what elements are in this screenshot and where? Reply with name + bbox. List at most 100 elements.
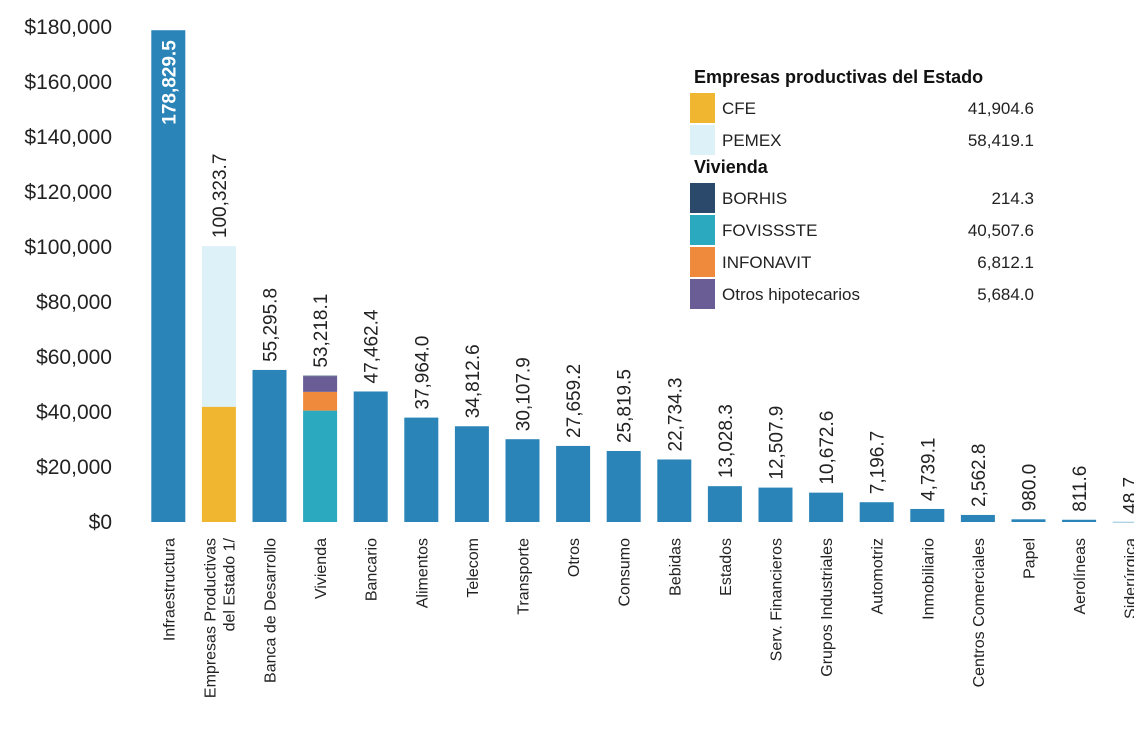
legend-swatch-cfe bbox=[690, 93, 715, 123]
bar-segment-pemex bbox=[201, 246, 236, 407]
bar-inmobiliario bbox=[910, 508, 945, 522]
category-label-line: Empresas Productivas bbox=[202, 538, 219, 698]
value-label: 980.0 bbox=[1020, 464, 1041, 512]
bar-segment-otros-hipotecarios bbox=[303, 376, 338, 392]
legend-item-name: PEMEX bbox=[722, 131, 782, 150]
legend-item-name: BORHIS bbox=[722, 189, 787, 208]
category-label: Estados bbox=[718, 538, 735, 596]
value-label: 7,196.7 bbox=[868, 431, 889, 494]
bar-segment-borhis bbox=[303, 375, 338, 377]
category-label-line: Infraestructura bbox=[161, 538, 178, 641]
value-label: 22,734.3 bbox=[665, 378, 686, 452]
bar-siderurgica bbox=[1112, 521, 1134, 523]
category-label-line: Otros bbox=[566, 538, 583, 577]
bar-serv-financieros bbox=[758, 487, 793, 522]
legend-item-value: 40,507.6 bbox=[968, 221, 1034, 240]
y-axis: $0 $20,000 $40,000 $60,000 $80,000 $100,000 $1… bbox=[24, 16, 112, 534]
y-tick-label: $100,000 bbox=[24, 236, 112, 259]
value-label: 10,672.6 bbox=[817, 411, 838, 485]
category-label: Vivienda bbox=[313, 538, 330, 599]
category-label-line: Bebidas bbox=[667, 538, 684, 596]
y-tick-label: $180,000 bbox=[24, 16, 112, 39]
bar-telecom bbox=[454, 426, 489, 522]
bar-estados bbox=[707, 486, 742, 522]
value-label: 4,739.1 bbox=[918, 438, 939, 501]
bar-aerolineas bbox=[1062, 519, 1097, 522]
y-tick-label: $80,000 bbox=[36, 291, 112, 314]
category-label: Grupos Industriales bbox=[819, 538, 836, 677]
y-tick-label: $60,000 bbox=[36, 346, 112, 369]
bar-grupos-industriales bbox=[809, 492, 844, 522]
y-tick-label: $120,000 bbox=[24, 181, 112, 204]
y-tick-label: $0 bbox=[89, 511, 112, 534]
category-label-line: Bancario bbox=[364, 538, 381, 601]
category-label: Otros bbox=[566, 538, 583, 577]
category-label: Bancario bbox=[364, 538, 381, 601]
value-label: 2,562.8 bbox=[969, 444, 990, 507]
category-label-line: Aerolíneas bbox=[1072, 538, 1089, 615]
bar-segment-fovissste bbox=[303, 410, 338, 522]
legend-group-title: Vivienda bbox=[694, 157, 769, 177]
legend-swatch-fovissste bbox=[690, 215, 715, 245]
category-label: Telecom bbox=[465, 538, 482, 598]
category-label-line: Consumo bbox=[617, 538, 634, 607]
value-label: 12,507.9 bbox=[767, 406, 788, 480]
y-tick-label: $40,000 bbox=[36, 401, 112, 424]
category-label: Inmobiliario bbox=[920, 538, 937, 620]
category-labels: Infraestructura Empresas Productivas del E… bbox=[161, 537, 1134, 698]
category-label-line: Grupos Industriales bbox=[819, 538, 836, 677]
category-label: Serv. Financieros bbox=[769, 538, 786, 661]
value-labels: 178,829.5 100,323.7 55,295.8 53,218.1 47,462… bbox=[159, 40, 1134, 514]
category-label-line: Telecom bbox=[465, 538, 482, 598]
category-label-line: Inmobiliario bbox=[920, 538, 937, 620]
category-label: Banca de Desarrollo bbox=[263, 538, 280, 683]
legend-item-name: FOVISSSTE bbox=[722, 221, 817, 240]
legend-item-value: 5,684.0 bbox=[977, 285, 1034, 304]
y-tick-label: $140,000 bbox=[24, 126, 112, 149]
bar-alimentos bbox=[404, 417, 439, 522]
category-label: Consumo bbox=[617, 538, 634, 607]
category-label-line: Automotriz bbox=[870, 538, 887, 614]
y-tick-label: $20,000 bbox=[36, 456, 112, 479]
value-label: 34,812.6 bbox=[463, 344, 484, 418]
value-label: 100,323.7 bbox=[210, 154, 231, 239]
category-label-line: Alimentos bbox=[414, 538, 431, 608]
bar-bancario bbox=[353, 391, 388, 522]
bar-bebidas bbox=[657, 459, 692, 522]
value-label: 48.7 bbox=[1121, 477, 1134, 514]
category-label: Infraestructura bbox=[161, 538, 178, 641]
value-label: 13,028.3 bbox=[716, 404, 737, 478]
legend: Empresas productivas del Estado CFE 41,904… bbox=[690, 67, 1034, 309]
y-tick-label: $160,000 bbox=[24, 71, 112, 94]
legend-item-value: 41,904.6 bbox=[968, 99, 1034, 118]
bar-segment-cfe bbox=[201, 406, 236, 522]
category-label-line: Papel bbox=[1022, 538, 1039, 579]
value-label: 178,829.5 bbox=[159, 40, 180, 125]
category-label-line: Banca de Desarrollo bbox=[263, 538, 280, 683]
value-label: 30,107.9 bbox=[514, 357, 535, 431]
category-label: Centros Comerciales bbox=[971, 538, 988, 687]
category-label: Bebidas bbox=[667, 538, 684, 596]
bar-banca-de-desarrollo bbox=[252, 369, 287, 522]
value-label: 55,295.8 bbox=[261, 288, 282, 362]
legend-swatch-pemex bbox=[690, 125, 715, 155]
category-label: Automotriz bbox=[870, 538, 887, 614]
bar-transporte bbox=[505, 439, 540, 522]
bar-centros-comerciales bbox=[960, 514, 995, 522]
category-label: Transporte bbox=[516, 538, 533, 615]
category-label-line: del Estado 1/ bbox=[221, 537, 238, 631]
category-label-line: Vivienda bbox=[313, 538, 330, 599]
legend-item-name: CFE bbox=[722, 99, 756, 118]
bar-infraestructura bbox=[151, 30, 186, 523]
category-label: Aerolíneas bbox=[1072, 538, 1089, 615]
bar-otros bbox=[556, 445, 591, 522]
bar-automotriz bbox=[859, 502, 894, 522]
value-label: 811.6 bbox=[1070, 466, 1091, 512]
bars bbox=[151, 30, 1134, 523]
category-label: Papel bbox=[1022, 538, 1039, 579]
legend-item-value: 214.3 bbox=[991, 189, 1034, 208]
bar-segment-infonavit bbox=[303, 391, 338, 411]
value-label: 47,462.4 bbox=[362, 309, 383, 383]
legend-item-name: Otros hipotecarios bbox=[722, 285, 860, 304]
